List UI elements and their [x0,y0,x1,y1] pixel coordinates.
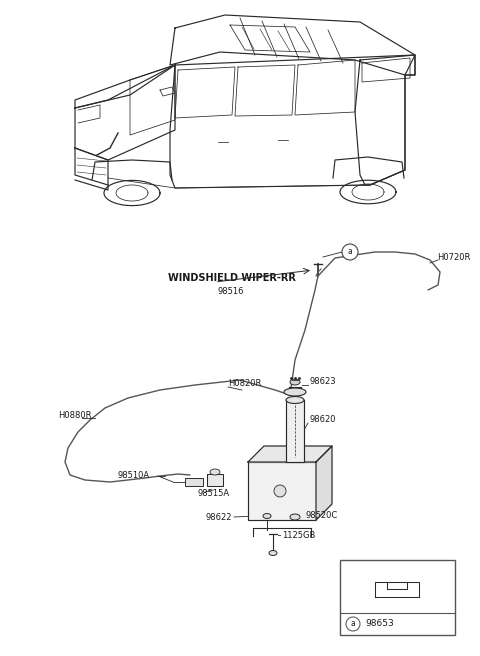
Ellipse shape [290,379,300,385]
Bar [185,478,203,486]
Ellipse shape [286,396,304,403]
Bar [207,474,223,486]
Text: 98623: 98623 [310,377,336,386]
Text: H0820R: H0820R [228,379,262,388]
Bar [248,462,316,520]
Ellipse shape [290,514,300,520]
Text: 1125GB: 1125GB [282,531,315,539]
Bar [286,400,304,462]
Ellipse shape [263,514,271,518]
Ellipse shape [210,469,220,475]
Text: 98516: 98516 [218,287,244,295]
Circle shape [346,617,360,631]
Text: 98620: 98620 [310,415,336,424]
Text: 98622: 98622 [205,512,232,522]
Text: H0720R: H0720R [437,253,470,262]
Text: H0880R: H0880R [58,411,92,419]
Polygon shape [316,446,332,520]
Text: 98520C: 98520C [305,510,337,520]
Circle shape [342,244,358,260]
Text: 98653: 98653 [365,619,394,628]
Ellipse shape [269,550,277,556]
Text: 98515A: 98515A [197,489,229,497]
Text: WINDSHIELD WIPER-RR: WINDSHIELD WIPER-RR [168,273,296,283]
Text: a: a [350,619,355,628]
Circle shape [274,485,286,497]
Ellipse shape [284,388,306,396]
Polygon shape [248,446,332,462]
Text: a: a [348,247,352,256]
Bar [340,560,455,635]
Text: 98510A: 98510A [118,470,150,480]
